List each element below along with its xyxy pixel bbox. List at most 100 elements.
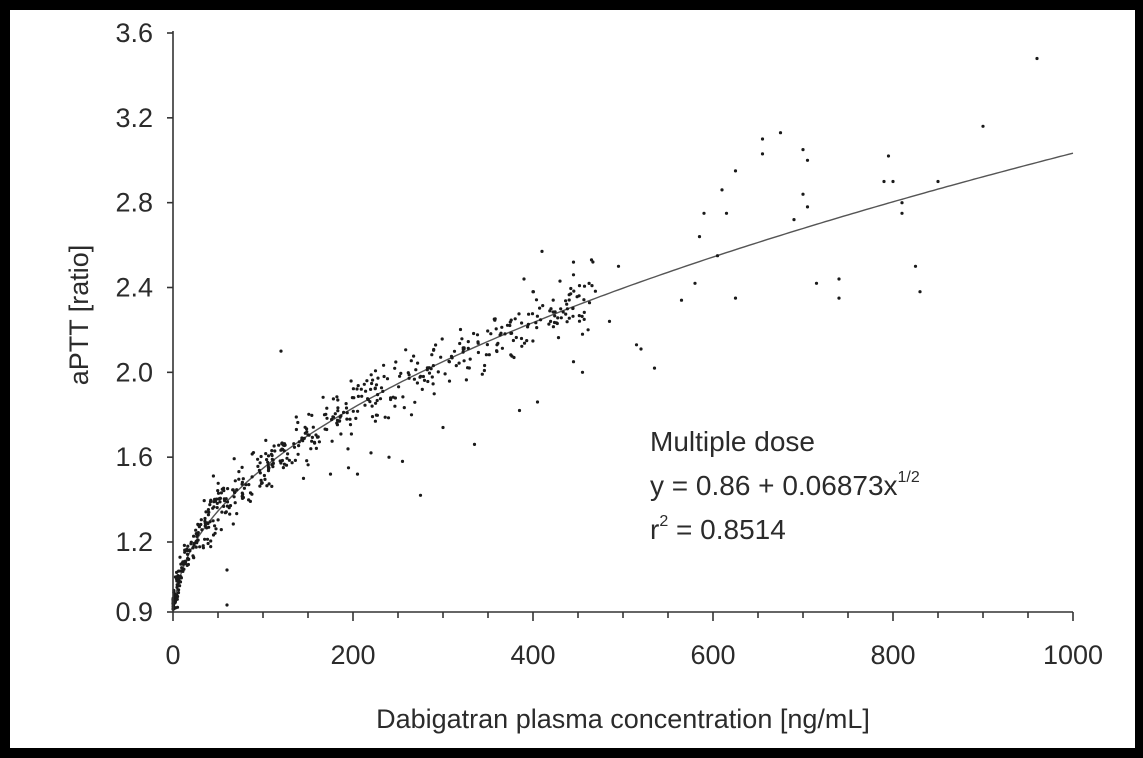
data-point [522,341,527,345]
fit-annotation: Multiple dose y = 0.86 + 0.06873x1/2 r2 … [650,426,920,545]
data-point [365,379,369,383]
data-point [559,316,563,320]
data-point [270,449,274,453]
x-tick-label: 0 [165,640,180,670]
data-point [801,192,805,196]
data-point [508,323,512,328]
data-point [228,512,232,516]
data-point [211,474,215,478]
data-point [290,461,294,465]
data-point [194,528,198,532]
data-point [475,333,480,337]
data-point [183,559,187,564]
data-point [305,459,309,463]
data-point [335,418,340,422]
data-point [336,409,340,413]
data-point [440,337,444,341]
data-point [266,454,271,458]
annotation-title: Multiple dose [650,426,815,457]
data-point [487,353,491,357]
data-point [466,340,470,344]
data-point [534,321,538,325]
data-point [213,524,217,528]
data-point [432,347,436,352]
data-point [225,504,229,508]
data-point [369,387,373,391]
data-point [297,444,301,448]
data-point [262,473,266,478]
y-tick-label: 0.9 [115,597,153,627]
data-point [208,503,212,507]
data-point [362,382,366,386]
data-point [580,370,585,374]
data-point [175,570,179,575]
data-point [891,179,895,184]
data-point [564,312,568,316]
data-point [733,296,738,300]
data-point [310,413,314,417]
data-point [374,383,379,387]
data-point [237,477,241,481]
data-point [189,540,193,544]
data-point [182,567,186,571]
data-point [356,394,360,398]
data-point [301,476,306,480]
data-point [495,349,499,354]
data-point [461,347,465,352]
data-point [503,332,507,336]
annotation-r-squared: r2 = 0.8514 [650,513,786,545]
data-point [535,326,539,330]
data-point [373,419,377,423]
data-point [416,361,420,365]
data-point [792,218,796,222]
data-point [240,491,244,495]
data-point [257,468,261,472]
data-point [724,211,729,215]
data-point [508,320,512,324]
data-point [565,320,569,324]
data-point [191,546,195,550]
data-point [250,492,254,496]
data-point [287,458,291,462]
data-point [760,137,765,141]
data-point [317,440,321,444]
data-point [219,528,223,532]
data-point [385,377,390,381]
data-point [207,510,211,514]
data-point [336,406,340,410]
data-point [281,466,285,470]
data-point [277,443,281,447]
data-point [441,425,445,430]
data-point [180,561,185,565]
data-point [587,281,591,285]
data-point [178,584,182,588]
data-point [373,386,377,390]
data-point [418,375,422,379]
data-point [214,527,218,531]
data-point [264,452,268,456]
data-point [359,387,363,391]
data-point [310,435,314,439]
data-point [200,528,204,532]
data-point [296,452,300,456]
data-point [778,131,783,135]
data-point [593,289,598,293]
data-point [514,335,518,340]
data-point [215,501,219,505]
data-point [559,307,563,311]
data-point [360,394,364,398]
data-point [218,496,222,500]
data-point [369,373,373,377]
data-point [232,495,236,499]
data-point [344,402,348,406]
data-point [370,404,374,408]
data-point [348,417,352,421]
data-point [534,298,539,302]
data-point [466,346,470,350]
data-point [467,366,471,370]
data-point [449,354,454,358]
data-point [394,360,398,364]
data-point [500,346,504,350]
data-point [409,359,413,363]
